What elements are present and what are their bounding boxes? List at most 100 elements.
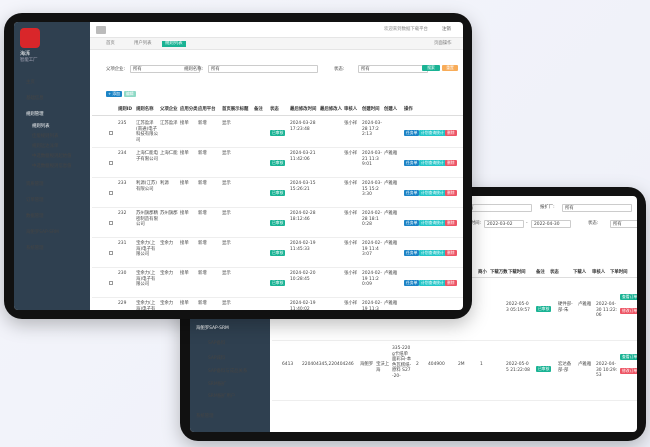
cell: 2024-02-19 11:40:02 bbox=[290, 301, 316, 310]
column-header: 审核人 bbox=[344, 107, 358, 112]
column-header: 首页展示标题 bbox=[222, 107, 249, 112]
cell: 229 bbox=[118, 301, 127, 306]
row-action[interactable]: 任务单 bbox=[404, 130, 420, 136]
logout[interactable]: 注销 bbox=[442, 27, 451, 32]
cell: 2022-05-05 21:22:08 bbox=[506, 362, 530, 373]
filter-select[interactable]: 所有 bbox=[130, 65, 200, 73]
cell: 宝余力 bbox=[160, 301, 174, 306]
tab-action[interactable]: 页面操作 bbox=[434, 41, 452, 46]
cell: 6413 bbox=[282, 362, 294, 367]
column-header: 操作 bbox=[404, 107, 413, 112]
menu-item[interactable]: SRM报扩 bbox=[208, 382, 227, 387]
cell: 海鲍罗 bbox=[360, 362, 374, 367]
row-checkbox[interactable] bbox=[109, 221, 113, 225]
row-action[interactable]: 任务单 bbox=[404, 220, 420, 226]
row-action[interactable]: 计划查询统计 bbox=[419, 220, 446, 226]
row-checkbox[interactable] bbox=[109, 191, 113, 195]
filter-select[interactable]: 所有 bbox=[358, 65, 428, 73]
cell: 335-220g卡纸单面彩白-本色瓦楞纸-原料 S27-20- bbox=[392, 346, 412, 379]
row-action[interactable]: 删除 bbox=[445, 250, 457, 256]
menu-item[interactable]: 基础信息 bbox=[26, 96, 44, 101]
row-action[interactable]: 计划查询统计 bbox=[419, 280, 446, 286]
row-action[interactable]: 任务单 bbox=[404, 280, 420, 286]
row-action[interactable]: 任务单 bbox=[404, 190, 420, 196]
row-action[interactable]: 查看订单 bbox=[620, 294, 637, 300]
submenu-item[interactable]: 中选数据规则信息值 bbox=[32, 164, 72, 169]
filter-value: 所有 bbox=[361, 67, 370, 72]
submenu-item[interactable]: 佳能规则列表 bbox=[32, 134, 59, 139]
search-button[interactable]: 搜索 bbox=[422, 65, 440, 71]
row-action[interactable]: 计划查询统计 bbox=[419, 250, 446, 256]
row-action[interactable]: 修改订单 bbox=[620, 368, 637, 374]
menu-item[interactable]: SAP减料 bbox=[208, 356, 226, 361]
filter-select[interactable]: 所有 bbox=[610, 220, 637, 228]
submenu-item[interactable]: 规则列表 bbox=[32, 124, 50, 129]
cell: 接单 bbox=[180, 151, 189, 156]
cell: 接单 bbox=[180, 301, 189, 306]
row-action[interactable]: 查看订单 bbox=[620, 354, 637, 360]
menu-item[interactable]: SAP备料与成品关系 bbox=[208, 369, 248, 374]
menu-item[interactable]: SRM报扩用户 bbox=[208, 394, 236, 399]
menu-toggle[interactable] bbox=[96, 26, 106, 34]
cell: 苏州旗郡精密制造有限公司 bbox=[136, 211, 158, 228]
filter-select[interactable]: 2022-04-30 bbox=[531, 220, 571, 228]
menu-item[interactable]: 订单管理 bbox=[26, 198, 44, 203]
menu-item[interactable]: 主页 bbox=[26, 80, 35, 85]
row-action[interactable]: 计划查询统计 bbox=[419, 190, 446, 196]
logo bbox=[20, 28, 40, 48]
cell: 230 bbox=[118, 271, 127, 276]
menu-item[interactable]: 规则管理 bbox=[26, 112, 44, 117]
row-action[interactable]: 计划查询统计 bbox=[419, 160, 446, 166]
menu-item[interactable]: 海鲍罗SAP-SRM bbox=[196, 326, 229, 331]
cell: 张小祥 bbox=[344, 271, 358, 276]
tab[interactable]: 首页 bbox=[106, 41, 115, 46]
menu-item[interactable]: 数据管理 bbox=[26, 214, 44, 219]
menu-item[interactable]: SAP备料 bbox=[208, 341, 226, 346]
filter-label: 报扩厂: bbox=[540, 205, 555, 210]
filter-select[interactable]: 所有 bbox=[208, 65, 318, 73]
row-action[interactable]: 删除 bbox=[445, 280, 457, 286]
menu-item[interactable]: 系统管理 bbox=[26, 246, 44, 251]
row-action[interactable]: 任务单 bbox=[404, 160, 420, 166]
menu-item[interactable]: 资质管理 bbox=[26, 182, 44, 187]
tab[interactable]: 用户列表 bbox=[134, 41, 152, 46]
status-badge: 已审核 bbox=[536, 306, 552, 312]
cell: 宝余力(上海)电子有限公司 bbox=[136, 271, 156, 288]
cell: 232 bbox=[118, 211, 127, 216]
row-action[interactable]: 计划查询统计 bbox=[419, 130, 446, 136]
row-checkbox[interactable] bbox=[109, 281, 113, 285]
front-sidebar bbox=[14, 22, 90, 310]
cell: 1 bbox=[480, 362, 483, 367]
menu-item[interactable]: 海鲍罗SAP-SRM bbox=[26, 230, 59, 235]
row-action[interactable]: 任务单 bbox=[404, 250, 420, 256]
filter-select[interactable]: 所有 bbox=[562, 204, 632, 212]
cell: 接单 bbox=[180, 271, 189, 276]
edit-button[interactable]: 编辑 bbox=[124, 91, 136, 97]
row-action[interactable]: 删除 bbox=[445, 190, 457, 196]
row-checkbox[interactable] bbox=[109, 161, 113, 165]
row-action[interactable]: 删除 bbox=[445, 130, 457, 136]
reset-button[interactable]: 重置 bbox=[442, 65, 458, 71]
cell: 2024-02-28 18:12:46 bbox=[290, 211, 316, 222]
row-checkbox[interactable] bbox=[109, 131, 113, 135]
cell: 张小祥 bbox=[344, 241, 358, 246]
filter-select[interactable]: 2022-03-02 bbox=[484, 220, 524, 228]
tab[interactable]: 规则列表 bbox=[162, 41, 186, 47]
column-header: 规则名称 bbox=[136, 107, 154, 112]
cell: 宝余力 bbox=[160, 241, 174, 246]
cell: 显示 bbox=[222, 241, 231, 246]
cell: 卢雅雅 bbox=[384, 301, 398, 306]
filter-select[interactable]: 所有 bbox=[462, 204, 532, 212]
cell: 卢雅雅 bbox=[578, 302, 592, 307]
submenu-item[interactable]: 规则远达派单 bbox=[32, 144, 59, 149]
row-action[interactable]: 删除 bbox=[445, 160, 457, 166]
submenu-item[interactable]: 中选数据规则起始值 bbox=[32, 154, 72, 159]
menu-item[interactable]: 系统管理 bbox=[196, 414, 214, 419]
table-header bbox=[92, 104, 463, 116]
row-action[interactable]: 修改订单 bbox=[620, 308, 637, 314]
status-badge: 已审核 bbox=[270, 250, 286, 256]
cell: 上海仁能 bbox=[160, 151, 178, 156]
row-checkbox[interactable] bbox=[109, 251, 113, 255]
row-action[interactable]: 删除 bbox=[445, 220, 457, 226]
add-button[interactable]: + 添加 bbox=[106, 91, 122, 97]
